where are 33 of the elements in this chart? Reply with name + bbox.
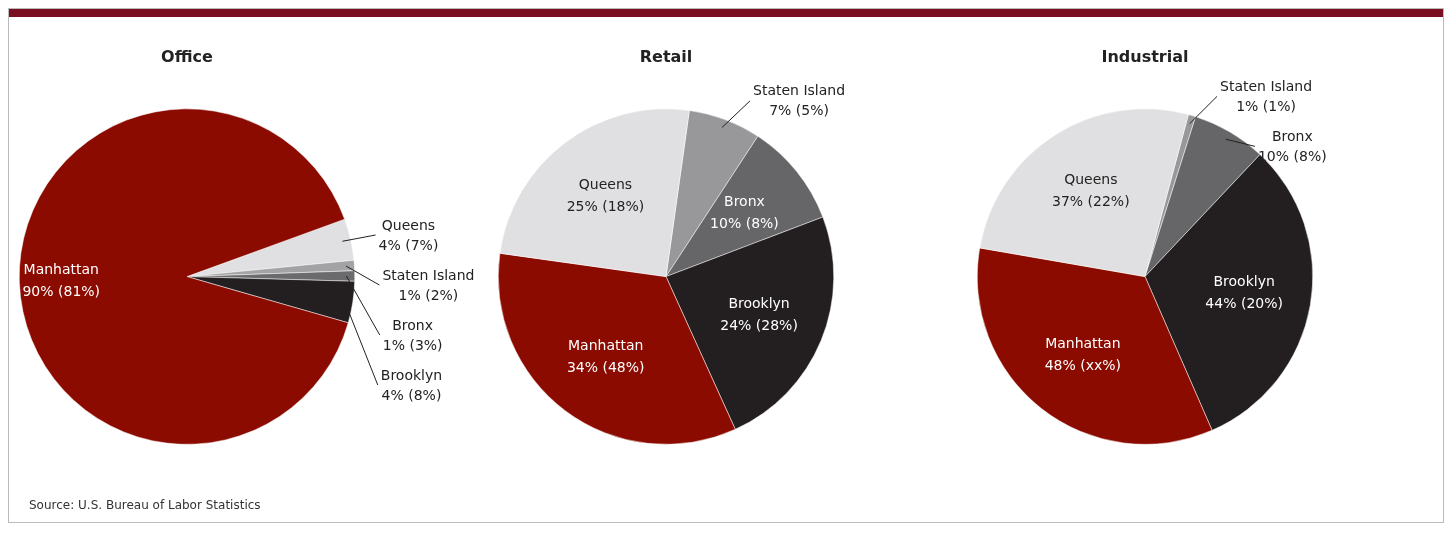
slice-label: Staten Island [382,266,475,283]
slice-label: Manhattan [23,260,99,277]
chart-title: Office [161,46,214,66]
slice-label: Bronx [1271,128,1313,145]
data-label: 1% (1%) [1236,98,1296,115]
data-label: 37% (22%) [1052,193,1130,210]
data-label: 24% (28%) [720,316,798,333]
source-note: Source: U.S. Bureau of Labor Statistics [28,497,262,514]
data-label: 34% (48%) [566,358,645,375]
slice-label: Queens [578,175,633,192]
chart-title: Industrial [1101,46,1189,66]
data-label: 25% (18%) [566,197,645,214]
data-label: 48% (xx%) [1044,357,1122,374]
data-label: 7% (5%) [769,102,829,119]
data-label: 10% (8%) [710,215,779,232]
slice-label: Queens [381,216,436,233]
data-label: 4% (8%) [381,386,442,403]
data-label: 1% (2%) [398,286,459,303]
slice-label: Brooklyn [1213,273,1275,290]
slice-label: Bronx [724,193,765,210]
data-label: 44% (20%) [1205,295,1283,312]
data-label: 4% (7%) [378,236,439,253]
data-label: 1% (3%) [382,336,443,353]
slice-label: Bronx [392,316,434,333]
slice-label: Manhattan [1045,335,1121,352]
chart-title: Retail [639,46,693,66]
slice-label: Staten Island [753,82,846,99]
slice-label: Queens [1064,171,1118,188]
data-label: 90% (81%) [22,282,101,299]
slice-label: Brooklyn [380,366,443,383]
slice-label: Staten Island [1220,78,1313,95]
slice-label: Manhattan [568,336,644,353]
slice-label: Brooklyn [728,294,790,311]
